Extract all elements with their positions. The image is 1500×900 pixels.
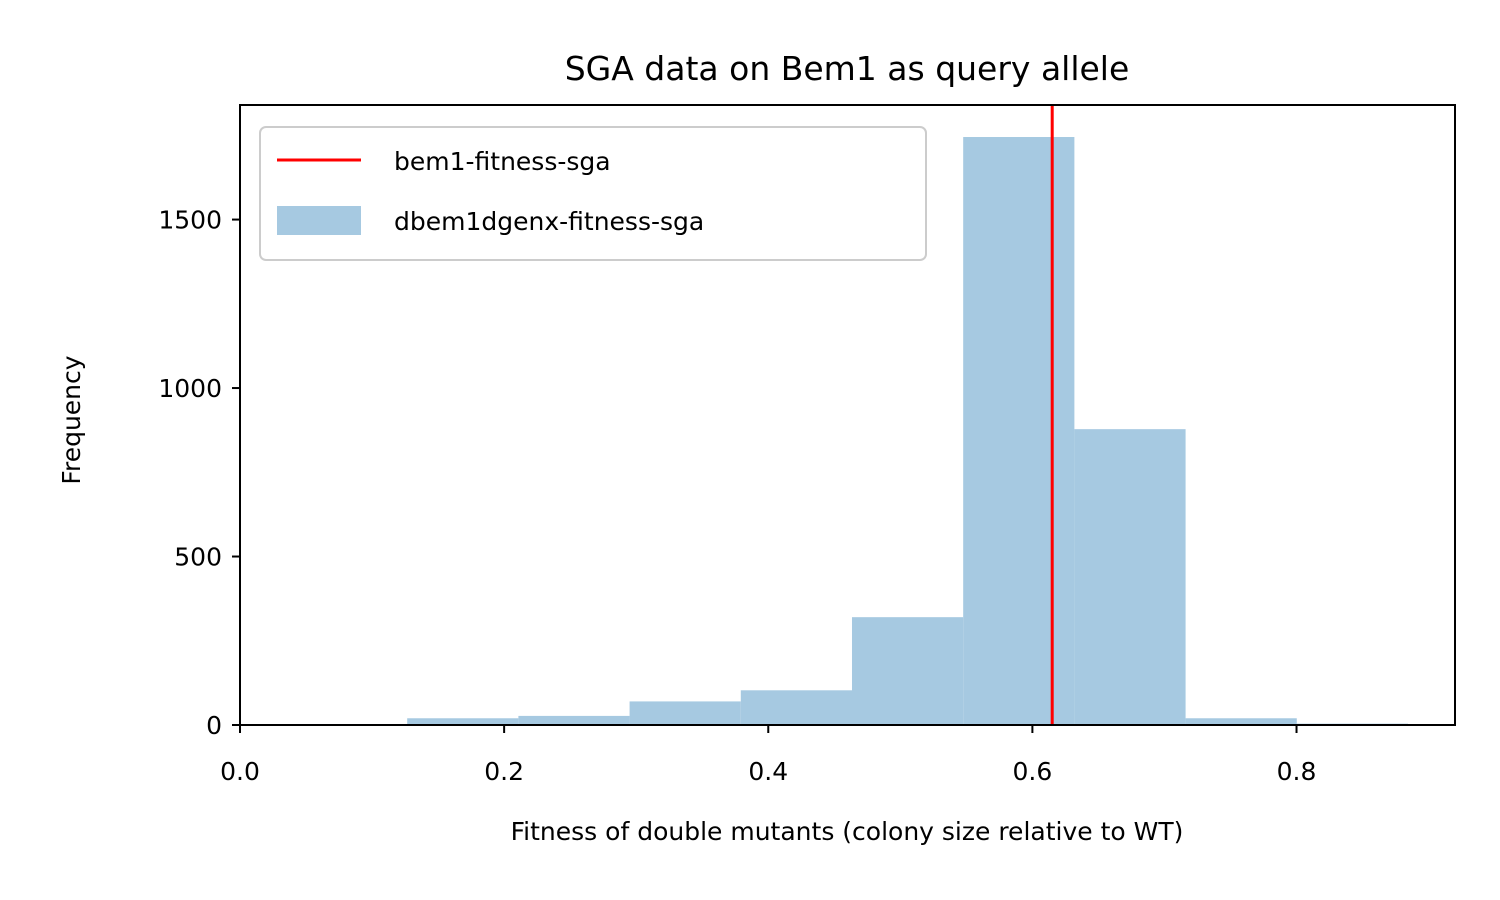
histogram-bar xyxy=(407,718,519,725)
x-tick-label: 0.2 xyxy=(484,757,524,786)
histogram-bar xyxy=(1185,718,1297,725)
x-tick-label: 0.0 xyxy=(220,757,260,786)
histogram-bar xyxy=(518,715,630,725)
y-axis-label: Frequency xyxy=(57,355,86,484)
bars-layer xyxy=(295,137,1408,725)
y-tick-label: 500 xyxy=(174,543,222,572)
x-tick-label: 0.8 xyxy=(1277,757,1317,786)
x-tick-label: 0.6 xyxy=(1013,757,1053,786)
x-axis-ticks: 0.0 0.2 0.4 0.6 0.8 xyxy=(220,725,1316,786)
y-tick-label: 0 xyxy=(206,711,222,740)
x-tick-label: 0.4 xyxy=(748,757,788,786)
legend-label-histogram: dbem1dgenx-fitness-sga xyxy=(394,207,704,236)
legend-patch-swatch xyxy=(277,206,361,235)
legend-box xyxy=(259,126,927,261)
plot-frame xyxy=(239,104,1456,726)
histogram-bar xyxy=(740,690,852,725)
legend: bem1-fitness-sga dbem1dgenx-fitness-sga xyxy=(259,126,927,261)
histogram-bar xyxy=(629,701,741,725)
y-tick-label: 1000 xyxy=(158,374,222,403)
histogram-bar xyxy=(1074,429,1186,725)
y-tick-label: 1500 xyxy=(158,206,222,235)
histogram-bar xyxy=(963,137,1075,725)
y-axis-ticks: 0 500 1000 1500 xyxy=(158,206,240,740)
x-axis-label: Fitness of double mutants (colony size r… xyxy=(511,817,1184,846)
histogram-bar xyxy=(851,617,964,725)
legend-label-vline: bem1-fitness-sga xyxy=(394,147,611,176)
chart-title: SGA data on Bem1 as query allele xyxy=(565,49,1130,88)
